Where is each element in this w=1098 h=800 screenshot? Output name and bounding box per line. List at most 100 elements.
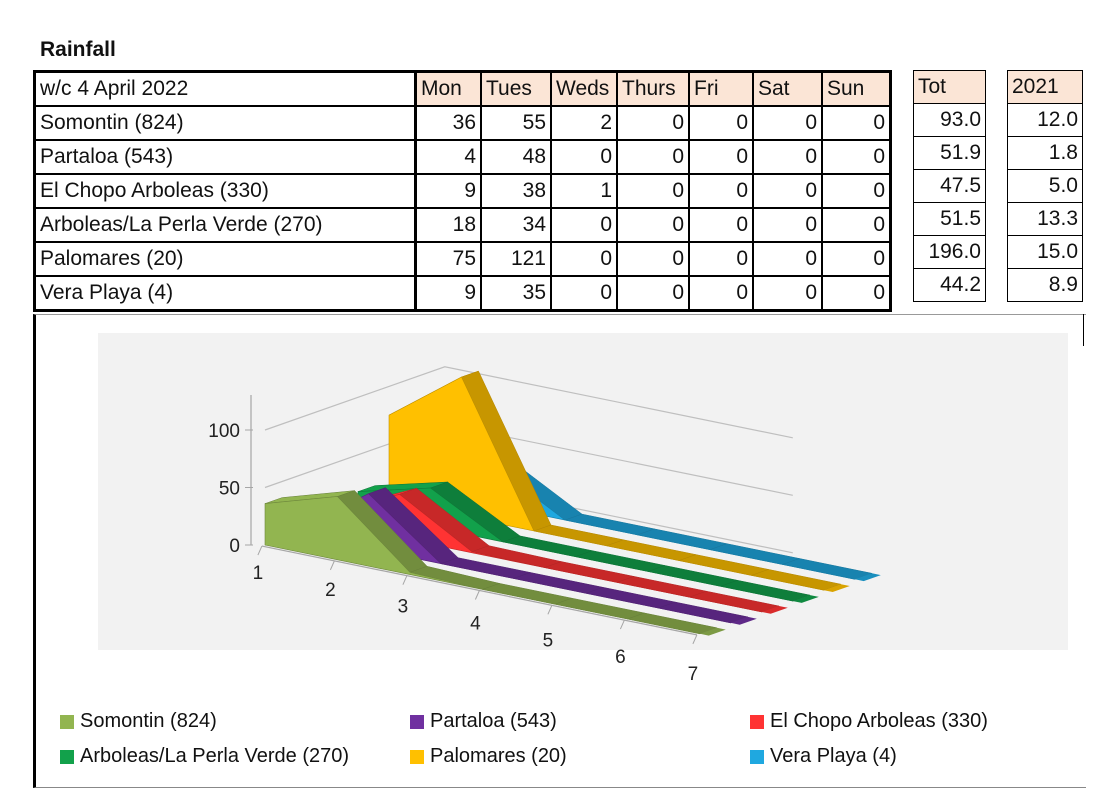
year-2021-column-table: 2021 12.0 1.8 5.0 13.3 15.0 8.9 [1007,70,1083,302]
x-tick [692,634,698,645]
year-2021-cell: 13.3 [1007,202,1083,236]
year-2021-cell: 1.8 [1007,136,1083,170]
page-title: Rainfall [40,38,116,61]
rain-value-cell: 0 [821,241,892,277]
rain-value-cell: 0 [821,139,892,175]
year-2021-cell: 12.0 [1007,103,1083,137]
year-2021-header: 2021 [1007,70,1083,104]
year-2021-cell: 5.0 [1007,169,1083,203]
rain-value-cell: 36 [414,105,482,141]
legend-label: Palomares (20) [430,745,567,767]
x-tick-label: 1 [253,563,264,584]
legend-swatch [60,714,74,729]
rain-value-cell: 0 [688,241,754,277]
area-end-cap [700,627,726,636]
total-cell: 44.2 [913,268,986,302]
rain-value-cell: 121 [480,241,552,277]
day-header: Weds [550,70,618,107]
y-tick-label: 100 [208,421,240,442]
rain-value-cell: 0 [752,139,823,175]
legend-item: Arboleas/La Perla Verde (270) [60,745,349,768]
rain-value-cell: 0 [821,275,892,312]
rain-value-cell: 9 [414,275,482,312]
station-name: Partaloa (543) [33,139,417,175]
series-4 [388,370,850,592]
total-column-table: Tot 93.0 51.9 47.5 51.5 196.0 44.2 [913,70,986,302]
rain-value-cell: 0 [688,275,754,312]
rain-value-cell: 0 [752,173,823,209]
x-tick [329,560,335,571]
rain-value-cell: 48 [480,139,552,175]
legend-swatch [750,714,764,729]
y-tick-label: 0 [229,536,240,557]
table-row: El Chopo Arboleas (330) 9 38 1 0 0 0 0 [33,173,892,209]
station-name: Vera Playa (4) [33,275,417,312]
year-2021-cell: 8.9 [1007,268,1083,302]
total-cell: 93.0 [913,103,986,137]
day-header: Tues [480,70,552,107]
station-name: El Chopo Arboleas (330) [33,173,417,209]
x-tick-label: 4 [470,613,481,634]
legend-swatch [750,749,764,764]
x-tick-label: 5 [543,630,554,651]
table-row: Partaloa (543) 4 48 0 0 0 0 0 [33,139,892,175]
x-tick [474,590,480,600]
rain-value-cell: 18 [414,207,482,243]
legend-swatch [410,714,424,729]
table-row: Arboleas/La Perla Verde (270) 18 34 0 0 0 0 0 [33,207,892,243]
rain-value-cell: 0 [688,105,754,141]
legend-item: Somontin (824) [60,710,217,733]
rain-value-cell: 9 [414,173,482,209]
chart-frame-edge [1083,314,1084,346]
area-end-cap [731,616,757,625]
y-tick-label: 50 [219,479,240,500]
x-tick [547,605,553,615]
day-header: Sun [821,70,892,107]
total-cell: 47.5 [913,169,986,203]
rain-value-cell: 0 [550,275,618,312]
legend-swatch [60,749,74,764]
day-header: Fri [688,70,754,107]
legend-label: Partaloa (543) [430,710,557,732]
rain-value-cell: 0 [616,139,690,175]
legend-item: Vera Playa (4) [750,745,897,768]
rain-value-cell: 0 [616,207,690,243]
rain-value-cell: 0 [616,241,690,277]
rain-value-cell: 0 [821,207,892,243]
rain-value-cell: 0 [752,275,823,312]
day-header: Thurs [616,70,690,107]
area-end-cap [824,584,850,592]
total-cell: 51.5 [913,202,986,236]
rain-value-cell: 1 [550,173,618,209]
area-end-cap [855,573,881,582]
rain-value-cell: 0 [550,241,618,277]
legend-label: El Chopo Arboleas (330) [770,710,988,732]
rain-value-cell: 0 [688,173,754,209]
series-2 [326,488,788,614]
rain-value-cell: 0 [616,173,690,209]
x-tick [619,619,625,630]
rain-value-cell: 0 [752,105,823,141]
rain-value-cell: 0 [616,275,690,312]
day-header: Mon [414,70,482,107]
legend-label: Arboleas/La Perla Verde (270) [80,745,350,767]
rain-value-cell: 2 [550,105,618,141]
x-tick [257,545,263,556]
x-tick-label: 2 [325,580,336,601]
area-end-cap [793,595,819,603]
plot-backdrop [98,333,1068,650]
table-row: Vera Playa (4) 9 35 0 0 0 0 0 [33,275,892,312]
series-3 [357,481,819,603]
legend-item: Partaloa (543) [410,710,557,733]
x-tick-label: 3 [398,597,409,618]
total-header: Tot [913,70,986,104]
rain-value-cell: 0 [688,207,754,243]
rain-value-cell: 35 [480,275,552,312]
station-name: Arboleas/La Perla Verde (270) [33,207,417,243]
legend-item: Palomares (20) [410,745,567,768]
legend-swatch [410,749,424,764]
rain-value-cell: 55 [480,105,552,141]
rain-value-cell: 0 [550,207,618,243]
day-header: Sat [752,70,823,107]
